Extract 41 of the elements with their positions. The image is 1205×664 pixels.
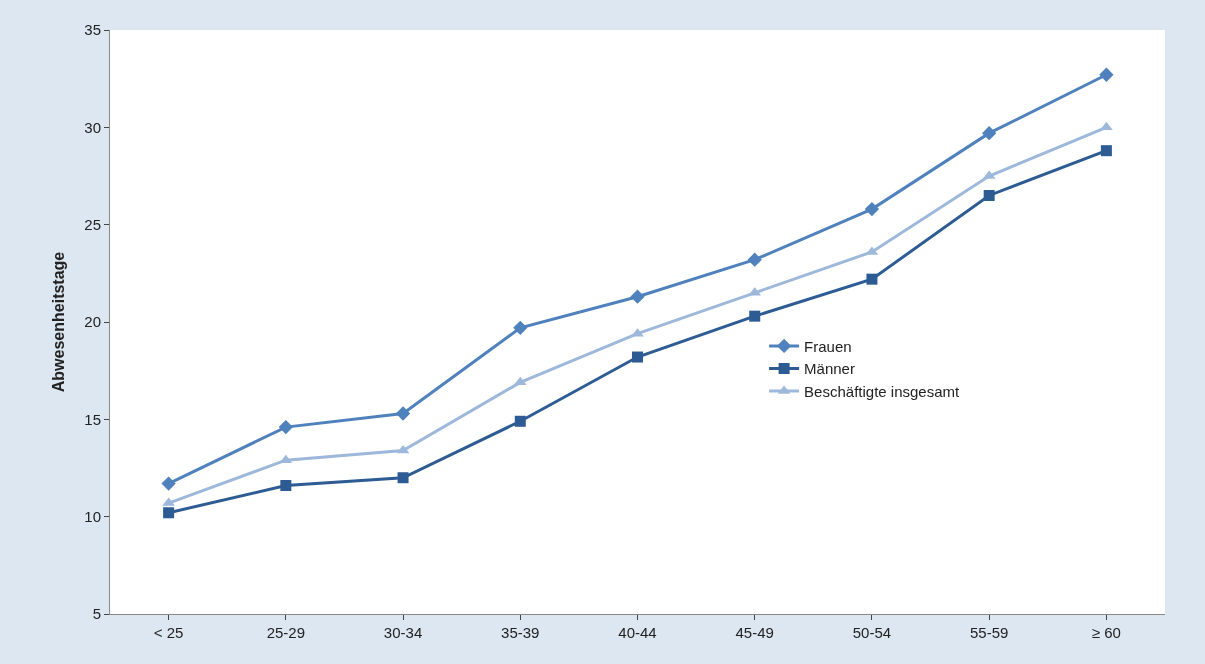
point <box>513 320 528 335</box>
point <box>982 126 997 141</box>
point <box>397 472 409 484</box>
y-tick-label: 10 <box>84 507 101 525</box>
legend-label: Männer <box>804 360 855 378</box>
point <box>1100 121 1113 131</box>
point <box>395 406 411 421</box>
y-tick-label: 25 <box>84 215 101 233</box>
point <box>514 415 526 427</box>
x-tick-label: 50-54 <box>852 624 892 641</box>
y-axis-title: Abwesenheitstage <box>50 251 68 393</box>
point <box>163 507 175 519</box>
x-tick-label: 55-59 <box>969 624 1009 641</box>
x-tick-label: 35-39 <box>501 624 540 641</box>
point <box>1099 67 1114 82</box>
x-tick-label: 30-34 <box>383 624 423 641</box>
point <box>280 480 292 492</box>
y-tick-label: 5 <box>92 605 101 623</box>
legend-label: Frauen <box>804 337 852 355</box>
point <box>630 289 645 304</box>
point <box>632 351 643 363</box>
point <box>161 476 176 491</box>
point <box>866 273 878 285</box>
point <box>278 419 293 435</box>
x-tick-label: < 25 <box>153 624 184 641</box>
x-tick-label: 40-44 <box>618 624 657 641</box>
point <box>983 189 995 201</box>
point <box>747 252 762 267</box>
legend-label: Beschäftigte insgesamt <box>804 382 961 400</box>
point <box>749 310 761 322</box>
x-tick-label: ≥ 60 <box>1091 624 1121 641</box>
point <box>513 376 527 386</box>
x-tick-label: 25-29 <box>266 624 306 641</box>
y-tick-label: 20 <box>84 313 101 331</box>
y-tick-label: 30 <box>84 118 101 136</box>
y-tick-label: 15 <box>84 410 101 428</box>
point <box>864 201 880 217</box>
point <box>1100 145 1112 157</box>
x-tick-label: 45-49 <box>735 624 774 641</box>
point <box>396 444 410 454</box>
y-tick-label: 35 <box>84 21 101 39</box>
